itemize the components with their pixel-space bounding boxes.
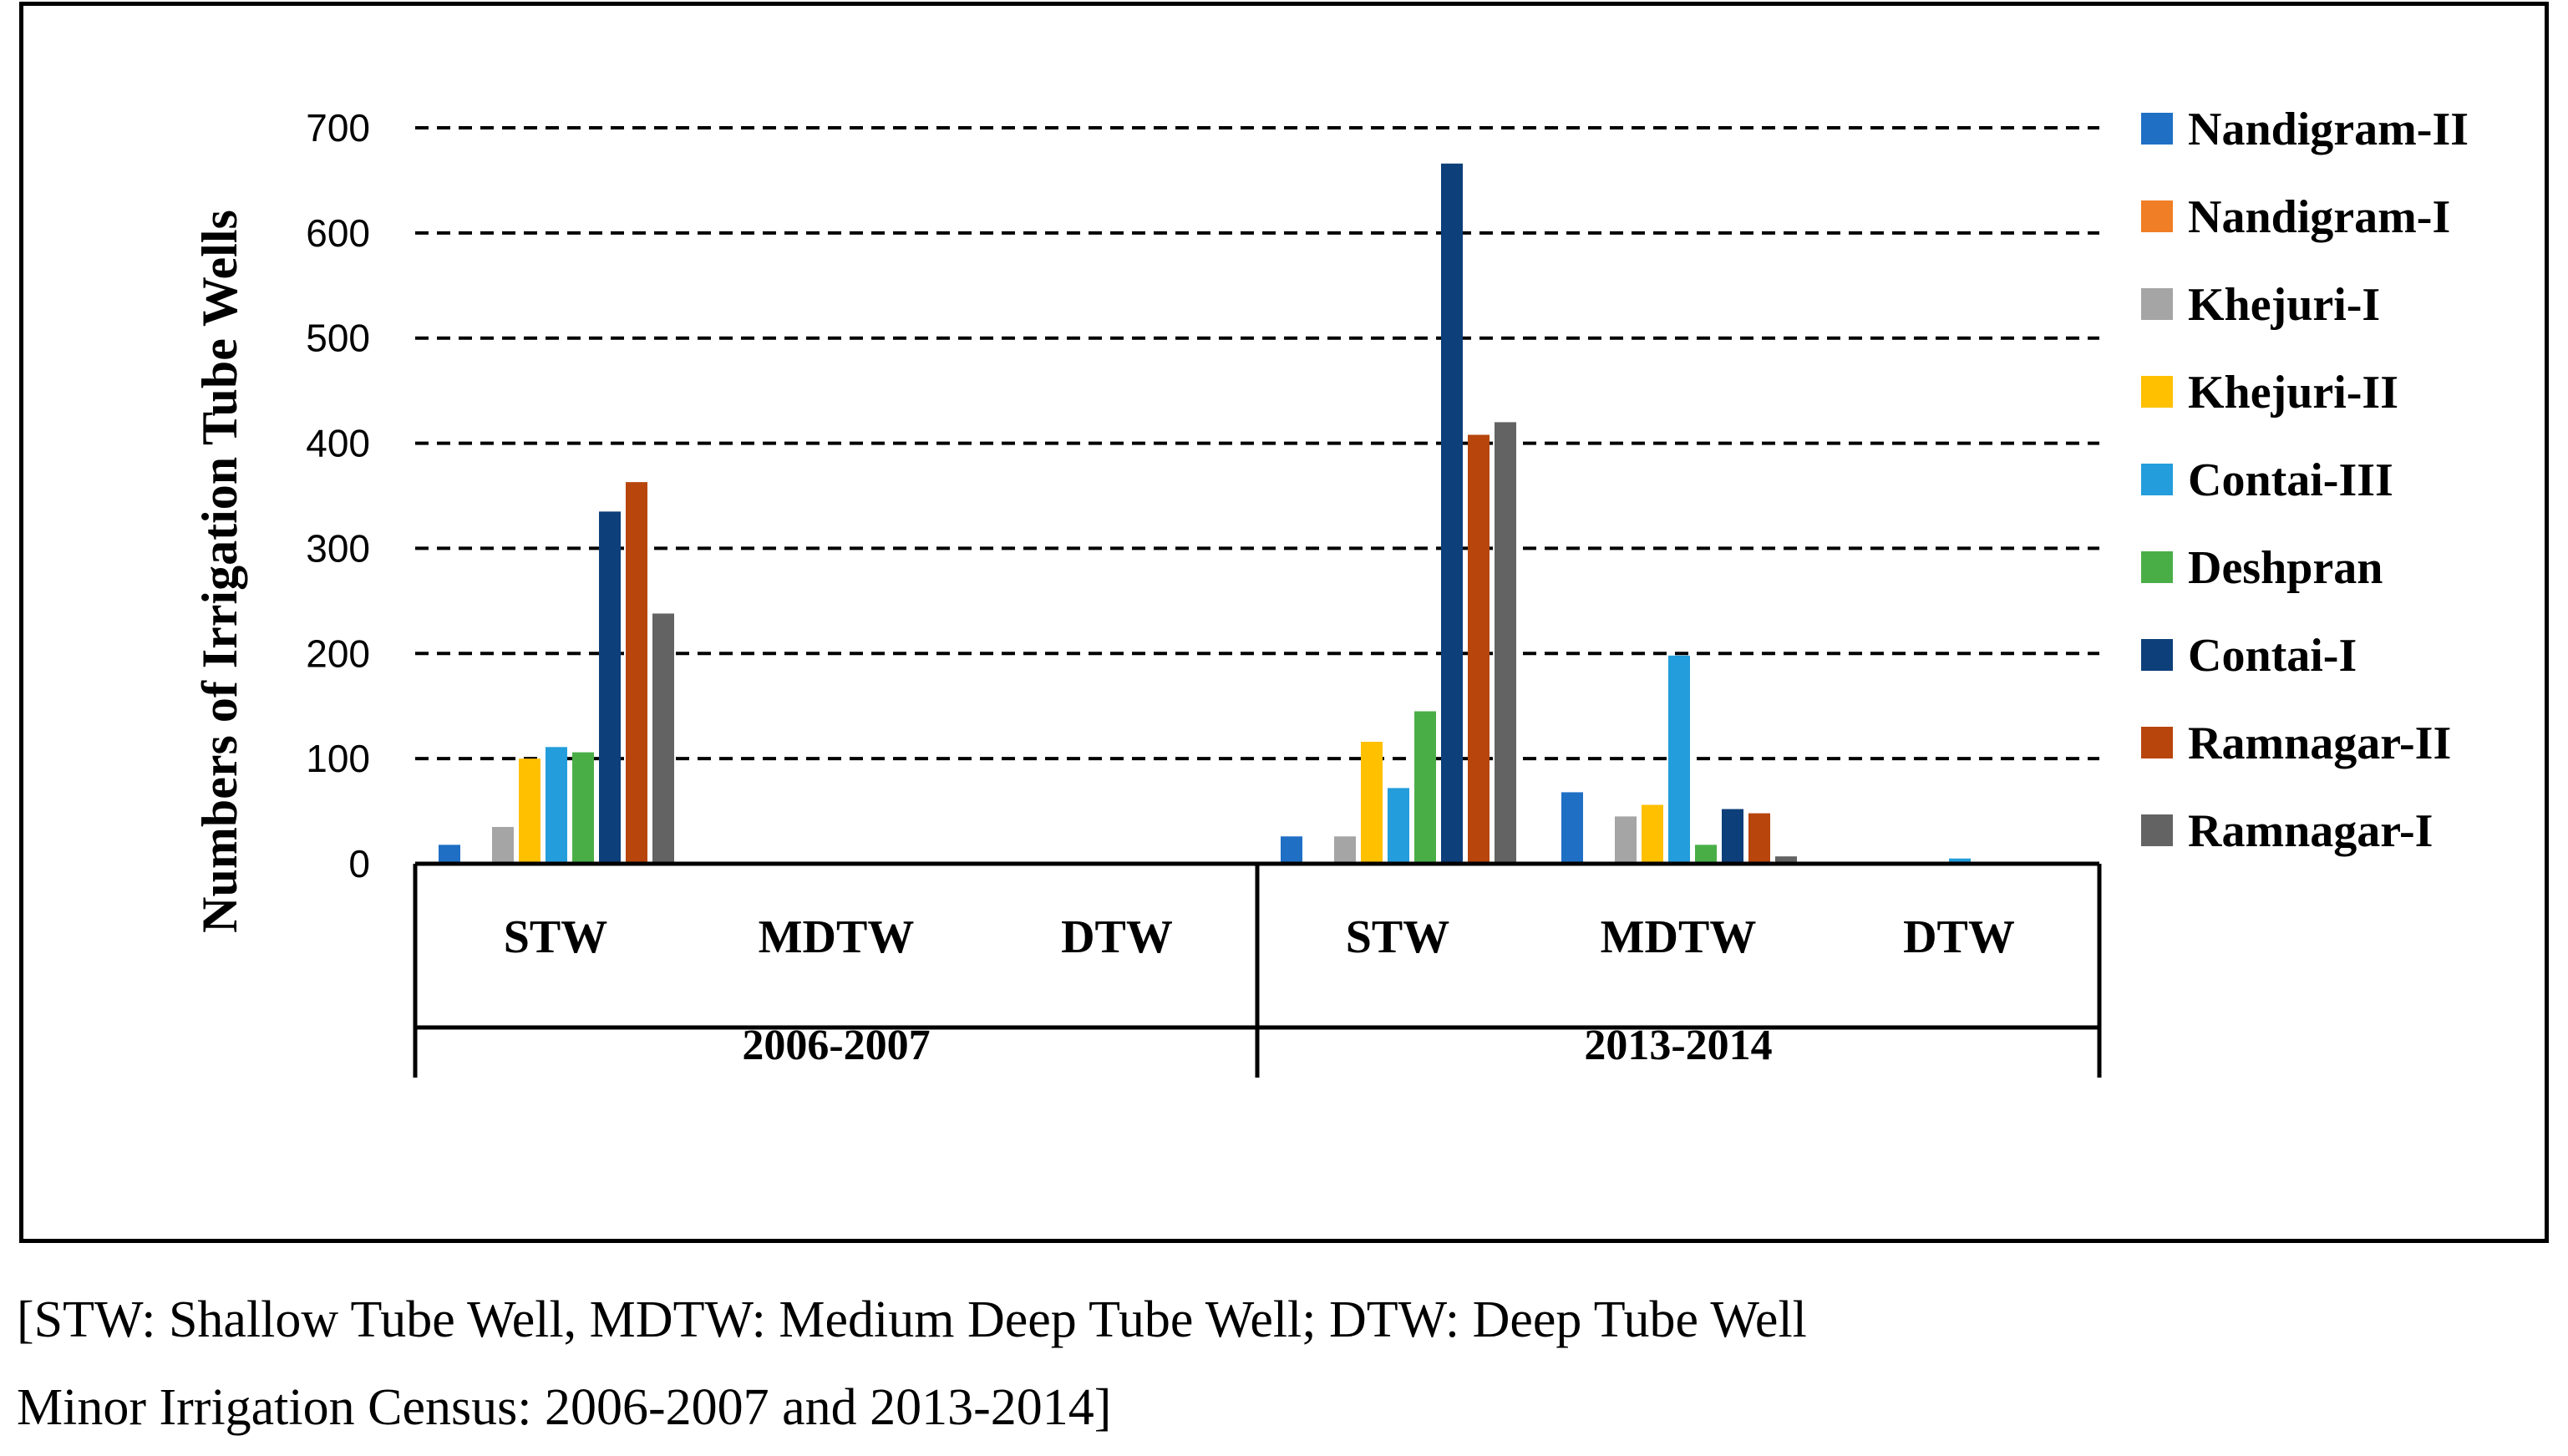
bar <box>1281 836 1302 864</box>
x-category-label: MDTW <box>759 911 915 963</box>
bar <box>1748 813 1770 864</box>
bars <box>439 163 1971 864</box>
y-tick-label: 200 <box>306 632 370 675</box>
legend-swatch <box>2141 639 2173 671</box>
legend-swatch <box>2141 727 2173 758</box>
bar <box>1495 422 1516 864</box>
bar <box>546 747 567 864</box>
bar <box>1468 434 1490 864</box>
bar <box>1441 163 1463 864</box>
bar <box>1361 742 1383 864</box>
legend-label: Deshpran <box>2188 542 2383 594</box>
legend-swatch <box>2141 288 2173 320</box>
bar <box>492 826 514 864</box>
bar <box>1949 858 1971 864</box>
legend-swatch <box>2141 200 2173 232</box>
y-tick-label: 400 <box>306 422 370 465</box>
gridlines <box>415 126 2099 761</box>
chart-frame <box>19 2 2549 1243</box>
y-tick-label: 500 <box>306 317 370 360</box>
legend-label: Khejuri-I <box>2188 279 2380 331</box>
legend-swatch <box>2141 814 2173 846</box>
caption-line-2: Minor Irrigation Census: 2006-2007 and 2… <box>17 1379 1112 1436</box>
x-category-label: DTW <box>1061 911 1173 963</box>
legend-label: Contai-I <box>2188 630 2357 682</box>
x-group-label: 2013-2014 <box>1584 1022 1772 1069</box>
legend-swatch <box>2141 551 2173 583</box>
legend-label: Ramnagar-I <box>2188 805 2433 857</box>
bar <box>1615 816 1637 864</box>
legend-label: Ramnagar-II <box>2188 718 2451 769</box>
bar <box>1668 655 1690 864</box>
bar-chart: 0 100 200 300 400 500 600 700 STW MDTW DTW STW MDTW D… <box>192 104 2469 1078</box>
bar <box>1334 836 1356 864</box>
legend-swatch <box>2141 464 2173 495</box>
x-category-label: DTW <box>1903 911 2015 963</box>
x-category-label: STW <box>1346 911 1450 963</box>
bar <box>626 482 647 864</box>
bar <box>1414 711 1436 864</box>
axes: 0 100 200 300 400 500 600 700 STW MDTW DTW STW MDTW D… <box>306 106 2102 1078</box>
x-group-label: 2006-2007 <box>742 1022 930 1069</box>
y-tick-label: 100 <box>306 737 370 780</box>
y-tick-label: 600 <box>306 211 370 255</box>
bar <box>599 511 621 864</box>
legend-label: Khejuri-II <box>2188 367 2398 419</box>
bar <box>1775 856 1797 864</box>
legend-swatch <box>2141 113 2173 145</box>
y-axis-label: Numbers of Irrigation Tube Wells <box>192 210 247 933</box>
legend-label: Contai-III <box>2188 454 2393 506</box>
bar <box>1722 809 1743 864</box>
y-tick-label: 0 <box>348 842 370 885</box>
legend: Nandigram-II Nandigram-I Khejuri-I Khejuri-… <box>2141 104 2469 857</box>
caption-line-1: [STW: Shallow Tube Well, MDTW: Medium De… <box>17 1291 1807 1348</box>
y-tick-label: 700 <box>306 106 370 150</box>
x-category-label: MDTW <box>1601 911 1757 963</box>
y-tick-label: 300 <box>306 526 370 570</box>
bar <box>1561 792 1583 864</box>
legend-label: Nandigram-II <box>2188 104 2469 155</box>
bar <box>1388 788 1409 864</box>
bar <box>1642 804 1663 864</box>
legend-swatch <box>2141 376 2173 408</box>
x-category-label: STW <box>504 911 608 963</box>
bar <box>652 613 674 864</box>
bar <box>572 752 594 864</box>
bar <box>1695 845 1717 864</box>
bar <box>519 758 540 864</box>
bar <box>439 845 460 864</box>
legend-label: Nandigram-I <box>2188 191 2450 243</box>
